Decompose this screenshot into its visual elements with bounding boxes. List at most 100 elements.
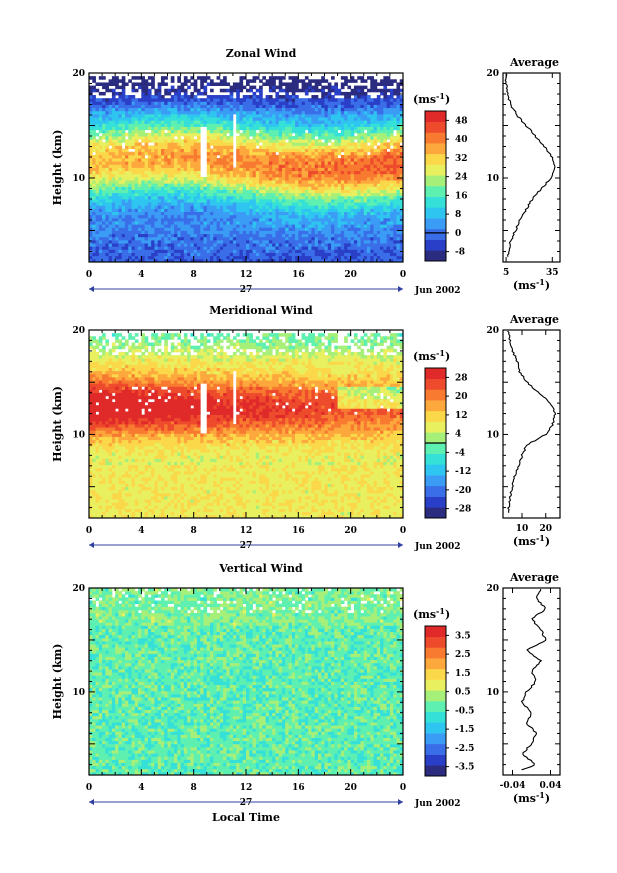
colorbar-swatch [425,410,446,422]
colorbar-swatch [425,733,446,745]
profile-x-tick-label: 0.04 [540,781,562,791]
colorbar-swatch [425,485,446,497]
profile-x-tick-label: -0.04 [500,781,526,791]
colorbar-swatch [425,475,446,487]
x-axis-label: Local Time [212,811,280,824]
colorbar-swatch [425,121,446,133]
unit-label: (ms-1) [513,533,550,548]
colorbar-tick-label: 16 [455,191,468,201]
colorbar-swatch [425,218,446,230]
panel-2: Meridional Wind 0 4 8 12 16 20 0 20 10 Height (km)… [51,304,561,552]
x-tick-label: 0 [86,270,92,280]
profile-frame [502,587,561,776]
colorbar-tick-label: 1.5 [455,669,471,679]
unit-label: (ms-1) [413,348,450,363]
x-tick-label: 8 [191,526,197,536]
date-bar-arrow [89,286,94,292]
profile-frame [502,72,561,263]
colorbar-swatch [425,228,446,240]
date-day: 27 [240,541,253,551]
colorbar-swatch [425,164,446,176]
colorbar-tick-label: -12 [455,467,471,477]
x-tick-label: 0 [400,526,406,536]
profile-y-tick-label: 20 [486,326,499,336]
colorbar-swatch [425,443,446,455]
profile-title: Average [509,56,559,69]
colorbar-swatch [425,626,446,638]
unit-label: (ms-1) [413,606,450,621]
date-bar-arrow [398,542,403,548]
colorbar-swatch [425,647,446,659]
x-tick-label: 0 [400,270,406,280]
unit-label: (ms-1) [413,91,450,106]
colorbar-swatch [425,400,446,412]
colorbar-tick-label: 24 [455,173,468,183]
x-tick-label: 12 [240,526,253,536]
colorbar-swatch [425,722,446,734]
panel-3: Vertical Wind 0 4 8 12 16 20 0 20 10 Height (km) 27… [51,562,561,824]
unit-label: (ms-1) [513,277,550,292]
average-profile: Average 20 10 -0.04 0.04(ms-1) [486,571,561,805]
plot-title: Meridional Wind [209,304,313,317]
colorbar: 48 40 32 24 16 8 0 -8 (ms-1) [413,91,468,262]
y-tick-label: 10 [72,430,85,440]
colorbar-tick-label: 8 [455,210,461,220]
colorbar-swatch [425,464,446,476]
colorbar-swatch [425,132,446,144]
colorbar-tick-label: 12 [455,411,468,421]
profile-x-tick-label: 20 [539,524,552,534]
colorbar-tick-label: 28 [455,373,468,383]
colorbar-swatch [425,668,446,680]
date-bar-arrow [89,799,94,805]
x-tick-label: 20 [344,270,357,280]
colorbar-frame [424,625,447,777]
x-tick-label: 16 [292,270,305,280]
profile-y-tick-label: 10 [486,174,499,184]
y-axis-label: Height (km) [51,386,64,462]
profile-y-tick-label: 10 [486,688,499,698]
colorbar-frame [424,110,447,262]
colorbar-swatch [425,432,446,444]
colorbar-swatch [425,496,446,508]
colorbar-swatch [425,701,446,713]
colorbar-tick-label: -20 [455,486,471,496]
colorbar-swatch [425,196,446,208]
x-tick-label: 16 [292,783,305,793]
profile-title: Average [509,313,559,326]
colorbar-swatch [425,636,446,648]
unit-label: (ms-1) [513,790,550,805]
profile-line [520,588,547,771]
colorbar-swatch [425,111,446,123]
colorbar-swatch [425,765,446,777]
colorbar-swatch [425,690,446,702]
colorbar-tick-label: 0 [455,229,461,239]
colorbar-tick-label: -3.5 [455,763,474,773]
colorbar-tick-label: 32 [455,154,468,164]
x-tick-label: 12 [240,270,253,280]
colorbar-swatch [425,378,446,390]
date-month: Jun 2002 [414,542,461,552]
y-tick-label: 10 [72,174,85,184]
x-tick-label: 4 [138,526,144,536]
colorbar-swatch [425,186,446,198]
y-tick-label: 20 [72,584,85,594]
colorbar-swatch [425,368,446,380]
x-tick-label: 12 [240,783,253,793]
colorbar-swatch [425,143,446,155]
colorbar-swatch [425,250,446,262]
y-tick-label: 10 [72,688,85,698]
colorbar-tick-label: 2.5 [455,650,471,660]
x-tick-label: 8 [191,783,197,793]
colorbar-swatch [425,711,446,723]
profile-x-tick-label: 35 [546,268,559,278]
date-month: Jun 2002 [414,286,461,296]
colorbar: 3.5 2.5 1.5 0.5 -0.5 -1.5 -2.5 -3.5 (ms-1) [413,606,474,777]
colorbar-tick-label: 0.5 [455,688,471,698]
colorbar-tick-label: -1.5 [455,725,474,735]
date-day: 27 [240,285,253,295]
profile-y-tick-label: 20 [486,69,499,79]
colorbar-swatch [425,421,446,433]
